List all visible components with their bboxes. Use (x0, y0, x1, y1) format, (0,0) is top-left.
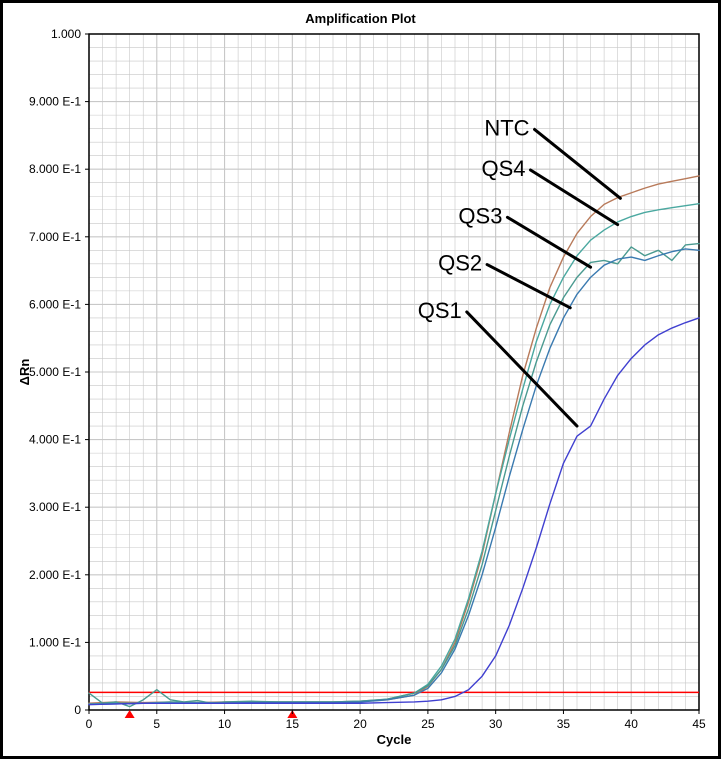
svg-text:1.000: 1.000 (51, 28, 81, 41)
svg-text:NTC: NTC (484, 115, 529, 140)
svg-text:10: 10 (218, 717, 232, 731)
svg-text:15: 15 (286, 717, 300, 731)
svg-text:5.000 E-1: 5.000 E-1 (29, 365, 81, 379)
svg-text:0: 0 (74, 703, 81, 717)
svg-text:45: 45 (692, 717, 706, 731)
chart-svg: 0 1.000 E-1 2.000 E-1 3.000 E-1 4.000 E-1 5.0… (11, 28, 711, 748)
svg-text:2.000 E-1: 2.000 E-1 (29, 568, 81, 582)
svg-text:40: 40 (625, 717, 639, 731)
svg-text:4.000 E-1: 4.000 E-1 (29, 433, 81, 447)
svg-text:1.000 E-1: 1.000 E-1 (29, 635, 81, 649)
svg-text:QS2: QS2 (438, 251, 482, 276)
svg-text:35: 35 (557, 717, 571, 731)
svg-text:30: 30 (489, 717, 503, 731)
svg-text:QS4: QS4 (481, 156, 525, 181)
svg-text:QS3: QS3 (458, 203, 502, 228)
svg-text:7.000 E-1: 7.000 E-1 (29, 230, 81, 244)
svg-text:ΔRn: ΔRn (17, 359, 32, 386)
svg-text:9.000 E-1: 9.000 E-1 (29, 95, 81, 109)
svg-text:QS1: QS1 (418, 298, 462, 323)
svg-text:6.000 E-1: 6.000 E-1 (29, 297, 81, 311)
svg-text:5: 5 (153, 717, 160, 731)
svg-text:0: 0 (86, 717, 93, 731)
svg-text:20: 20 (353, 717, 367, 731)
svg-text:8.000 E-1: 8.000 E-1 (29, 162, 81, 176)
chart-title: Amplification Plot (11, 11, 710, 26)
amplification-plot-page: Amplification Plot 0 1.000 E-1 2.000 E-1 3.… (0, 0, 721, 759)
svg-text:Cycle: Cycle (377, 732, 412, 747)
svg-text:25: 25 (421, 717, 435, 731)
svg-text:3.000 E-1: 3.000 E-1 (29, 500, 81, 514)
chart-area: 0 1.000 E-1 2.000 E-1 3.000 E-1 4.000 E-1 5.0… (11, 28, 710, 745)
